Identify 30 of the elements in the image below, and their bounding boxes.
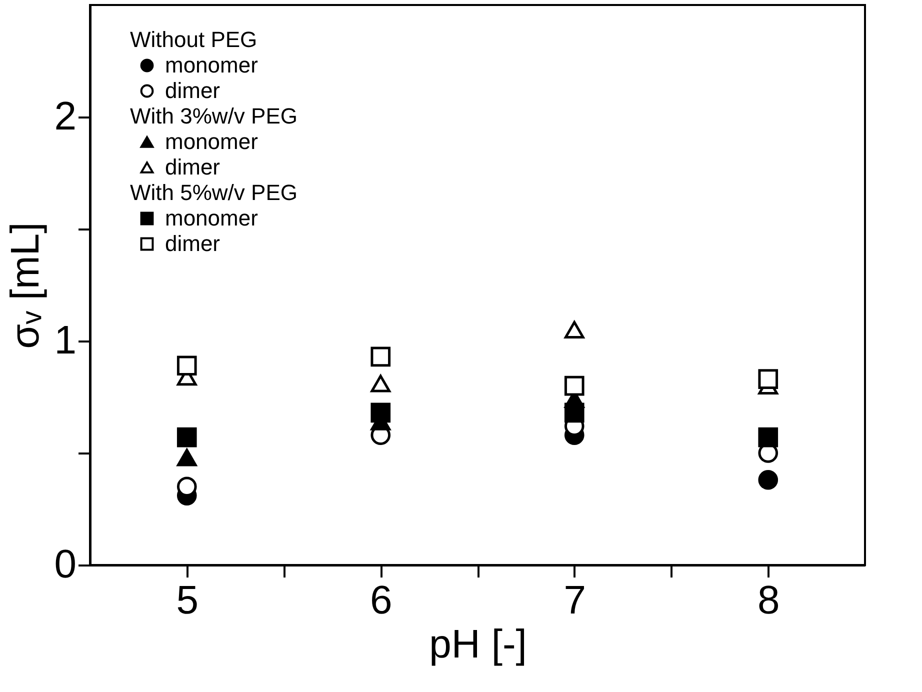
- point: [176, 427, 197, 448]
- point: [758, 427, 778, 448]
- y-tick-label: 2: [54, 94, 76, 138]
- annotation: Without PEG: [130, 27, 258, 52]
- point: [564, 376, 584, 396]
- point: [564, 402, 584, 423]
- point: [370, 346, 391, 367]
- y-tick-label: 0: [54, 542, 76, 586]
- x-axis-title: pH [-]: [429, 622, 527, 666]
- y-axis-title: σᵥ [mL]: [3, 222, 48, 349]
- legend-label: monomer: [165, 52, 258, 78]
- point: [176, 356, 197, 376]
- legend-label: dimer: [165, 154, 220, 180]
- legend-label: monomer: [165, 206, 258, 230]
- annotation: With 3%w/v PEG: [130, 104, 298, 128]
- annotation: With 5%w/v PEG: [130, 180, 298, 205]
- point: [758, 369, 778, 389]
- x-tick-label: 7: [564, 578, 586, 622]
- point: [176, 448, 197, 466]
- point: [370, 402, 391, 423]
- point: [370, 374, 391, 392]
- x-tick-label: 8: [758, 578, 780, 622]
- y-tick-label: 1: [54, 318, 76, 362]
- legend-label: monomer: [165, 129, 258, 154]
- point: [564, 321, 584, 339]
- point: [758, 470, 778, 490]
- legend-label: dimer: [165, 231, 220, 256]
- x-tick-label: 5: [176, 578, 198, 622]
- legend-label: dimer: [165, 78, 220, 103]
- x-tick-label: 6: [370, 578, 392, 622]
